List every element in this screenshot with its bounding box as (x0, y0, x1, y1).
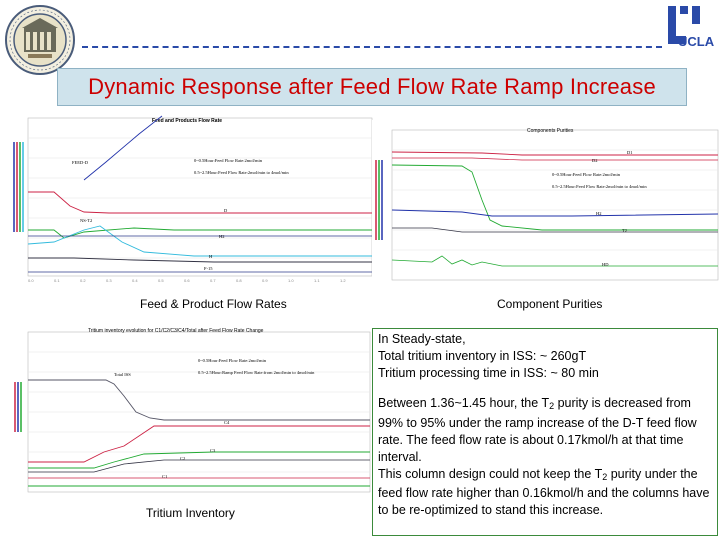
svg-text:0.0: 0.0 (28, 278, 34, 283)
series-line-cyan (27, 225, 372, 257)
svg-text:C3: C3 (210, 448, 216, 453)
svg-text:0~0.5Hour:Feed Flow Rate:2mol/: 0~0.5Hour:Feed Flow Rate:2mol/min (194, 158, 263, 163)
note-processing-time: Tritium processing time in ISS: ~ 80 min (378, 365, 599, 380)
svg-text:H2: H2 (596, 211, 602, 216)
svg-text:0~0.5Hour:Feed Flow Rate:2mol/: 0~0.5Hour:Feed Flow Rate:2mol/min (552, 172, 621, 177)
svg-text:HD: HD (602, 262, 609, 267)
svg-text:C1: C1 (162, 474, 167, 479)
series-line-h (28, 257, 372, 263)
svg-text:T2: T2 (622, 228, 627, 233)
ucla-logo: UCLA (664, 4, 716, 49)
svg-text:0.2: 0.2 (80, 278, 86, 283)
series-line-d2 (392, 157, 718, 161)
series-line-h2 (391, 209, 719, 217)
svg-text:1.2: 1.2 (340, 278, 346, 283)
series-line-feed (83, 115, 163, 181)
svg-text:0.5~2.5Hour:Feed Flow Rate:2mo: 0.5~2.5Hour:Feed Flow Rate:2mol/min to 4… (194, 170, 289, 175)
chart-tritium-inventory: Tritium inventory evolution for C1/C2/C3… (14, 322, 371, 496)
svg-text:H2: H2 (219, 234, 225, 239)
svg-text:0.4: 0.4 (132, 278, 138, 283)
svg-text:1.0: 1.0 (288, 278, 294, 283)
svg-text:Total ISS: Total ISS (114, 372, 131, 377)
chart-heading: Components Purities (527, 128, 574, 134)
svg-text:0.3: 0.3 (106, 278, 112, 283)
svg-text:NS-T2: NS-T2 (80, 218, 92, 223)
note-heading: In Steady-state, (378, 332, 466, 346)
slide-title-box: Dynamic Response after Feed Flow Rate Ra… (57, 68, 687, 106)
svg-text:D2: D2 (592, 158, 598, 163)
svg-text:0.9: 0.9 (262, 278, 268, 283)
series-line-c3 (28, 451, 370, 469)
svg-text:0.5~2.5Hour:Feed Flow Rate:2mo: 0.5~2.5Hour:Feed Flow Rate:2mol/min to 4… (552, 184, 647, 189)
series-line-green (391, 164, 718, 231)
chart-feed-product-flow-rates: 0.0 0.1 0.2 0.3 0.4 0.5 0.6 0.7 0.8 0.9 1.0 1.1 … (13, 112, 373, 288)
note-paragraph-2: This column design could not keep the T2… (378, 466, 710, 518)
svg-text:C4: C4 (224, 420, 230, 425)
chart-caption: Tritium Inventory (146, 506, 235, 520)
svg-text:H: H (209, 254, 213, 259)
svg-text:FEED-D: FEED-D (72, 160, 89, 165)
chart-component-purities: Components Purities 0~0.5Hour:Feed Flow … (372, 120, 719, 288)
svg-text:D: D (224, 208, 228, 213)
svg-text:D1: D1 (627, 150, 633, 155)
svg-text:0.8: 0.8 (236, 278, 242, 283)
series-line-total (28, 379, 370, 421)
svg-text:UCLA: UCLA (678, 34, 715, 48)
chart-heading: Feed and Products Flow Rate (152, 118, 222, 124)
svg-text:0.1: 0.1 (54, 278, 60, 283)
steady-state-notes: In Steady-state, Total tritium inventory… (372, 328, 718, 536)
university-seal-logo (4, 4, 76, 76)
note-inventory: Total tritium inventory in ISS: ~ 260gT (378, 348, 587, 363)
svg-text:F-15: F-15 (204, 266, 213, 271)
svg-text:0.7: 0.7 (210, 278, 216, 283)
header-divider (82, 46, 662, 48)
chart-caption: Feed & Product Flow Rates (140, 297, 287, 311)
chart-caption: Component Purities (497, 297, 603, 311)
chart-heading: Tritium inventory evolution for C1/C2/C3… (88, 328, 264, 334)
svg-text:1.1: 1.1 (314, 278, 320, 283)
series-line-dark (28, 459, 370, 473)
note-paragraph-1: Between 1.36~1.45 hour, the T2 purity is… (378, 396, 697, 464)
series-line-green (28, 227, 372, 239)
svg-text:0.6: 0.6 (184, 278, 190, 283)
series-line-hd (391, 255, 718, 267)
slide-title: Dynamic Response after Feed Flow Rate Ra… (88, 74, 656, 99)
svg-text:C2: C2 (180, 456, 185, 461)
svg-text:0.5~2.5Hour:Ramp Feed Flow Rat: 0.5~2.5Hour:Ramp Feed Flow Rate:from 2mo… (198, 370, 315, 375)
series-line-d1 (391, 151, 718, 156)
svg-text:0.5: 0.5 (158, 278, 164, 283)
svg-text:0~0.5Hour:Feed Flow Rate:2mol/: 0~0.5Hour:Feed Flow Rate:2mol/min (198, 358, 267, 363)
series-line-c4 (28, 425, 370, 463)
series-line-d (28, 191, 372, 214)
series-line-t2 (392, 227, 718, 233)
